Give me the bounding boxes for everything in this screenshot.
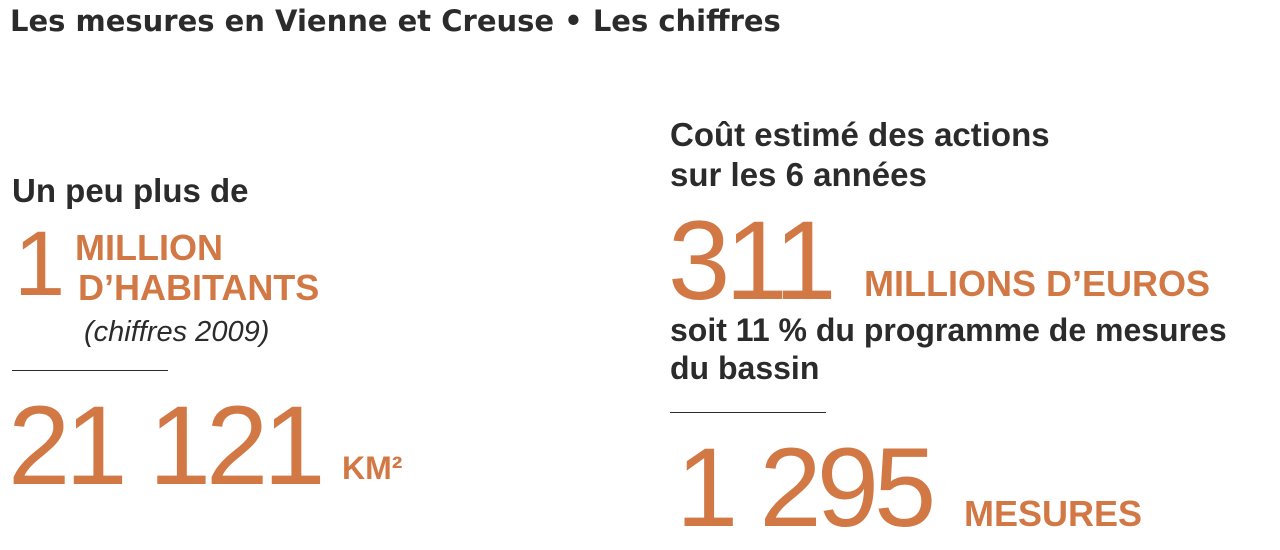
left-divider <box>12 370 168 371</box>
area-unit: KM² <box>342 450 403 486</box>
right-divider <box>670 412 826 413</box>
cost-unit: MILLIONS D’EUROS <box>864 263 1211 304</box>
cost-detail-line2: du bassin <box>670 350 820 386</box>
measures-number: 1 295 <box>676 425 936 550</box>
cost-detail-line1: soit 11 % du programme de mesures <box>670 312 1227 348</box>
population-intro: Un peu plus de <box>12 172 249 209</box>
measures-unit: MESURES <box>964 493 1143 534</box>
cost-intro-line2: sur les 6 années <box>670 156 927 193</box>
area-number: 21 121 <box>8 383 326 508</box>
page-title: Les mesures en Vienne et Creuse • Les ch… <box>10 4 781 38</box>
cost-intro-line1: Coût estimé des actions <box>670 116 1050 153</box>
population-unit-line1: MILLION <box>75 227 223 268</box>
population-number: 1 <box>14 213 65 315</box>
population-unit-line2: D’HABITANTS <box>78 267 320 308</box>
population-note: (chiffres 2009) <box>84 316 270 348</box>
cost-number: 311 <box>668 198 837 323</box>
